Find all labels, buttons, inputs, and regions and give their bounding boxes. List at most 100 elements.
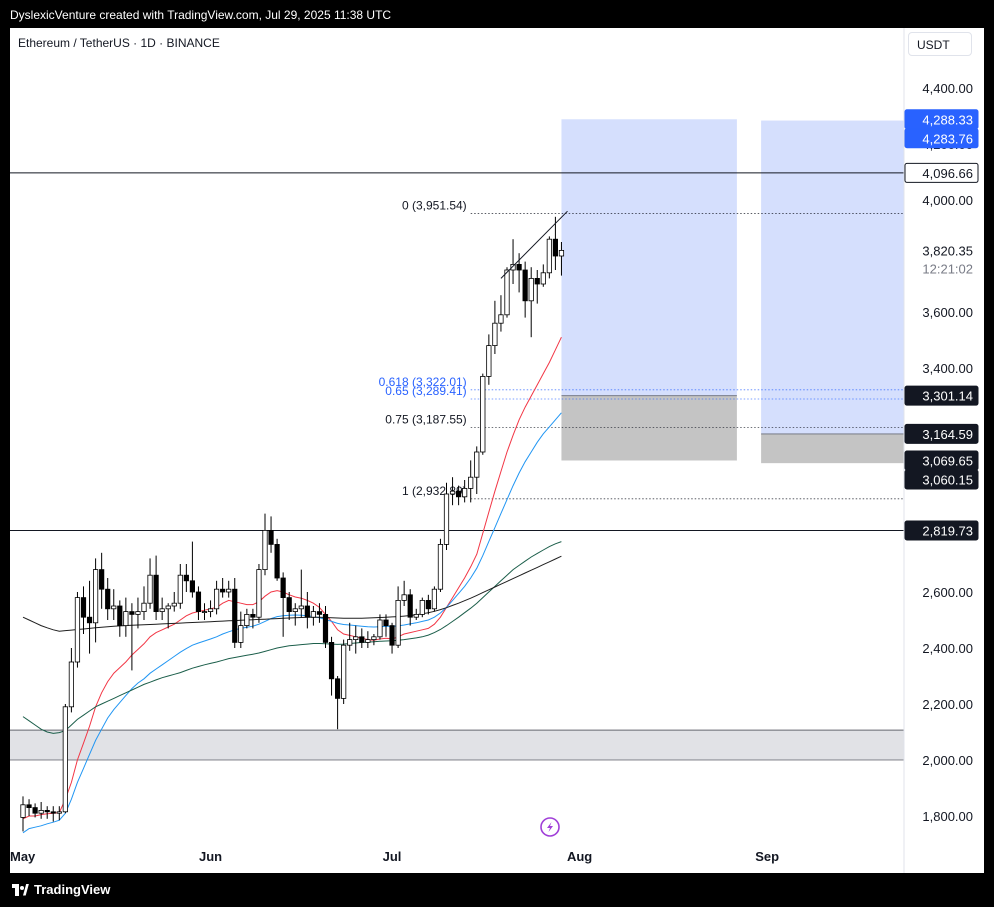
candle-body [189,580,195,593]
footer-bar: TradingView [0,873,994,907]
y-tick-label: 2,400.00 [922,641,973,656]
chart-area[interactable]: 0 (3,951.54) 0.618 (3,322.01) 0.65 (3,289.… [10,28,984,873]
candles [20,216,565,832]
candle-body [147,574,153,604]
price-tag-box [904,469,979,490]
candle-body [437,544,444,590]
price-tag-box [904,162,979,183]
candle-body [244,614,250,627]
candle-body [201,611,208,613]
candle-body [183,574,189,582]
candle-body [280,577,286,599]
candle-body [322,614,329,643]
candle-body [86,616,93,624]
candle-body [413,614,419,618]
candle-body [262,529,268,570]
x-tick-label: Jun [199,849,222,864]
candle-body [455,490,462,498]
x-tick-label: Sep [755,849,779,864]
candle-body [310,611,317,618]
candle-body [558,249,565,257]
candle-body [26,804,32,808]
candle-body [431,588,438,610]
y-tick-label: 4,400.00 [922,81,973,96]
candle-body [99,569,105,590]
fib-level-label-1: 0 (3,951.54) [402,199,467,213]
candle-body [359,636,365,643]
bar-countdown-label: 12:21:02 [922,261,973,276]
fib-level-label-2: 0.618 (3,322.01) [379,375,467,389]
candle-body [468,476,474,489]
candle-body [141,602,147,613]
candle-body [462,487,468,498]
candle-body [123,611,129,626]
candle-body [74,597,81,663]
moving-average-line-3 [22,541,562,734]
candle-body [407,594,413,618]
candle-body [238,625,244,643]
candle-body [383,619,389,626]
candle-body [207,608,214,612]
candle-body [552,238,559,257]
position-stop-zone-1 [561,395,737,461]
x-tick-label: Jul [383,849,402,864]
trendline [500,210,568,279]
price-tag-label: 2,819.73 [922,523,973,538]
candle-body [165,605,171,610]
candle-body [498,314,504,324]
credit-text: DyslexicVenture created with TradingView… [10,8,392,22]
candle-body [153,574,159,613]
candle-body [177,574,183,604]
candle-body [129,611,135,615]
tradingview-logo[interactable]: TradingView [12,882,110,897]
candle-body [232,588,238,643]
candle-body [298,605,304,610]
position-target-zone-1 [561,119,737,396]
candle-body [474,451,480,478]
candle-body [389,625,395,646]
candle-body [292,608,298,612]
candle-body [528,277,534,302]
candle-body [316,611,323,615]
lightning-icon-ring [540,817,560,837]
candle-body [334,678,341,699]
candle-body [486,345,492,377]
price-tag-label: 3,301.14 [922,389,973,404]
fib-level-label-3: 0.65 (3,289.41) [385,384,466,398]
candle-body [540,272,546,285]
candle-body [111,605,117,610]
fib-level-label-4: 0.75 (3,187.55) [385,412,466,426]
lightning-icon-bolt [547,822,553,832]
price-tag-box [904,520,979,541]
candle-body [38,810,44,814]
position-stop-zone-2 [761,433,904,464]
candle-body [443,493,450,545]
y-tick-label: 3,600.00 [922,305,973,320]
y-tick-label: 4,000.00 [922,193,973,208]
candle-body [56,811,62,814]
candle-body [328,642,335,680]
moving-average-line-4 [22,555,562,632]
price-tag-label: 3,060.15 [922,472,973,487]
moving-average-line-2 [22,412,562,834]
tradingview-logo-icon [12,883,30,897]
candle-body [274,544,280,579]
candle-body [226,588,232,593]
candle-body [371,636,377,640]
price-chart[interactable]: 0 (3,951.54) 0.618 (3,322.01)0.65 (3,289.… [10,28,984,873]
y-tick-label: 2,600.00 [922,585,973,600]
lightning-event-icon [540,817,560,837]
candle-body [80,597,87,618]
candle-body [377,619,383,638]
y-tick-label: 1,800.00 [922,809,973,824]
candle-body [44,810,50,813]
candle-body [195,591,202,613]
credit-bar: DyslexicVenture created with TradingView… [0,0,994,28]
currency-selector[interactable]: USDT [908,32,972,56]
candle-body [510,263,516,271]
candle-body [117,605,123,627]
price-tag-label: 4,288.33 [922,112,973,127]
candle-body [105,588,111,610]
candle-body [353,636,359,640]
candle-body [135,611,141,615]
